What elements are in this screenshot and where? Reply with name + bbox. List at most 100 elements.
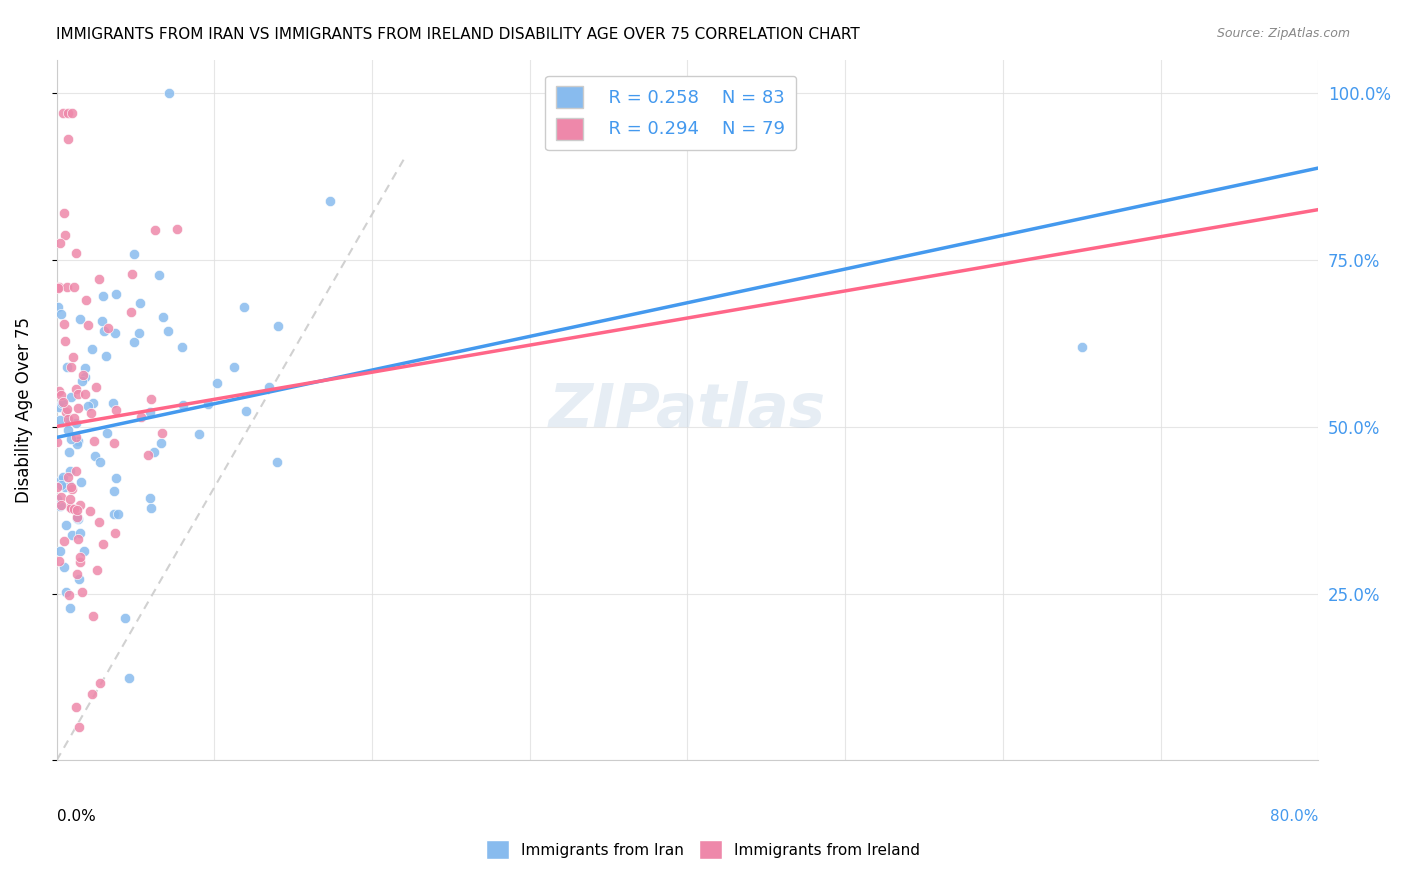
Point — [52, 317, 75, 331]
Point — [105, 403, 128, 417]
Point — [120, 305, 142, 319]
Point — [66, 567, 89, 582]
Point — [79, 503, 101, 517]
Point — [233, 301, 256, 315]
Point — [139, 501, 162, 516]
Point — [82, 609, 104, 624]
Point — [82, 687, 104, 701]
Point — [150, 426, 173, 441]
Point — [80, 406, 103, 420]
Point — [65, 509, 87, 524]
Point — [58, 132, 80, 146]
Point — [222, 359, 245, 374]
Point — [65, 700, 87, 714]
Point — [97, 321, 120, 335]
Point — [66, 502, 89, 516]
Point — [53, 533, 76, 548]
Point — [45, 479, 67, 493]
Point — [60, 527, 83, 541]
Point — [103, 508, 125, 522]
Point — [69, 573, 91, 587]
Point — [86, 563, 108, 577]
Point — [65, 416, 87, 430]
Point — [58, 478, 80, 492]
Point — [66, 387, 89, 401]
Point — [48, 384, 70, 398]
Point — [58, 601, 80, 615]
Point — [48, 413, 70, 427]
Point — [77, 318, 100, 332]
Point — [52, 470, 75, 484]
Point — [91, 537, 114, 551]
Point — [59, 480, 82, 494]
Point — [56, 106, 79, 120]
Point — [59, 464, 82, 478]
Point — [91, 289, 114, 303]
Point — [60, 106, 83, 120]
Point — [65, 382, 87, 396]
Point — [62, 350, 84, 364]
Point — [46, 300, 69, 314]
Point — [93, 324, 115, 338]
Point — [70, 374, 93, 388]
Point — [56, 411, 79, 425]
Point — [65, 437, 87, 451]
Point — [82, 343, 104, 357]
Point — [136, 448, 159, 462]
Point — [84, 449, 107, 463]
Point — [121, 268, 143, 282]
Point — [59, 491, 82, 506]
Point — [103, 436, 125, 450]
Point — [141, 392, 163, 406]
Point — [157, 86, 180, 100]
Point — [55, 585, 77, 599]
Text: Source: ZipAtlas.com: Source: ZipAtlas.com — [1216, 27, 1350, 40]
Point — [58, 588, 80, 602]
Point — [319, 194, 342, 209]
Point — [152, 310, 174, 325]
Point — [187, 426, 209, 441]
Point — [107, 508, 129, 522]
Point — [173, 399, 195, 413]
Point — [48, 400, 70, 414]
Text: 0.0%: 0.0% — [56, 809, 96, 824]
Point — [58, 470, 80, 484]
Point — [104, 287, 127, 301]
Point — [114, 611, 136, 625]
Point — [53, 227, 76, 242]
Point — [60, 482, 83, 496]
Point — [118, 671, 141, 685]
Point — [75, 360, 97, 375]
Point — [91, 313, 114, 327]
Point — [65, 429, 87, 443]
Point — [72, 368, 94, 383]
Point — [67, 512, 90, 526]
Point — [83, 434, 105, 448]
Point — [63, 410, 86, 425]
Point — [89, 676, 111, 690]
Point — [49, 473, 72, 487]
Point — [62, 501, 84, 516]
Point — [73, 370, 96, 384]
Point — [105, 471, 128, 485]
Point — [65, 464, 87, 478]
Point — [49, 543, 72, 558]
Point — [56, 401, 79, 416]
Point — [46, 492, 69, 507]
Point — [266, 455, 288, 469]
Point — [138, 404, 160, 418]
Point — [103, 396, 125, 410]
Point — [142, 445, 165, 459]
Point — [76, 399, 98, 413]
Text: 80.0%: 80.0% — [1270, 809, 1319, 824]
Point — [52, 394, 75, 409]
Point — [59, 432, 82, 446]
Point — [122, 247, 145, 261]
Point — [66, 532, 89, 546]
Point — [48, 554, 70, 568]
Point — [53, 206, 76, 220]
Point — [53, 560, 76, 574]
Point — [128, 326, 150, 340]
Point — [73, 387, 96, 401]
Point — [56, 280, 79, 294]
